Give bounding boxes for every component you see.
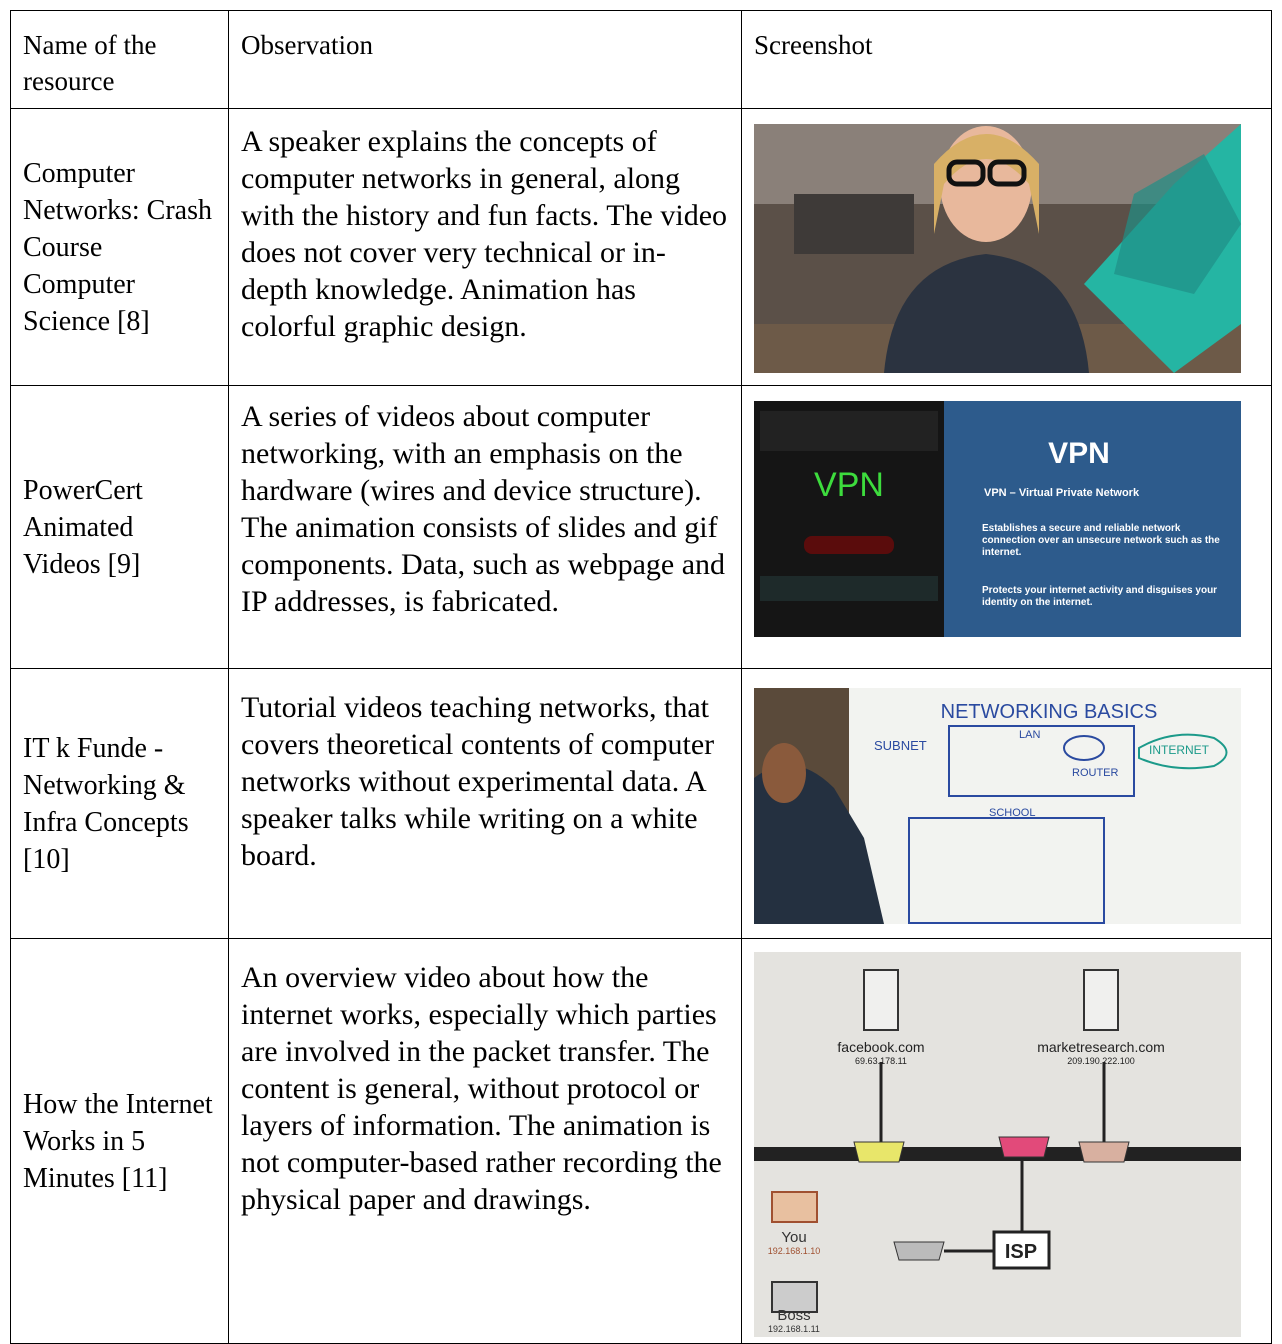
observation: Tutorial videos teaching networks, that … xyxy=(241,691,715,872)
resource-name: How the Internet Works in 5 Minutes [11] xyxy=(23,1088,213,1194)
image-text: INTERNET xyxy=(1149,743,1210,757)
header-text: Name of the resource xyxy=(23,30,157,96)
name-cell: IT k Funde - Networking & Infra Concepts… xyxy=(10,668,229,939)
image-text: SUBNET xyxy=(874,738,927,753)
observation: A series of videos about computer networ… xyxy=(241,400,726,618)
observation: An overview video about how the internet… xyxy=(241,961,722,1216)
image-text: ISP xyxy=(1005,1241,1037,1263)
resource-name: PowerCert Animated Videos [9] xyxy=(23,474,143,580)
image-text: You xyxy=(781,1229,806,1246)
header-cell: Observation xyxy=(228,10,742,109)
header-cell: Screenshot xyxy=(741,10,1272,109)
image-text: facebook.com xyxy=(837,1039,924,1055)
header-cell: Name of the resource xyxy=(10,10,229,109)
observation-cell: A speaker explains the concepts of compu… xyxy=(228,108,742,386)
name-cell: How the Internet Works in 5 Minutes [11] xyxy=(10,938,229,1344)
screenshot-image: NETWORKING BASICS LAN SUBNET INTERNET RO… xyxy=(754,688,1241,924)
image-text: 209.190.222.100 xyxy=(1067,1056,1135,1066)
image-text: 192.168.1.10 xyxy=(768,1246,821,1256)
observation-cell: Tutorial videos teaching networks, that … xyxy=(228,668,742,939)
image-text: 69.63.178.11 xyxy=(855,1056,907,1066)
image-text: NETWORKING BASICS xyxy=(941,701,1158,723)
observation-cell: An overview video about how the internet… xyxy=(228,938,742,1344)
image-text: Protects your internet activity and disg… xyxy=(982,585,1218,608)
screenshot-image: VPN VPN VPN – Virtual Private Network Es… xyxy=(754,401,1241,637)
image-text: 192.168.1.11 xyxy=(768,1324,820,1334)
image-text: VPN xyxy=(814,466,884,504)
image-text: Boss xyxy=(777,1307,810,1324)
screenshot-image xyxy=(754,124,1241,373)
observation-cell: A series of videos about computer networ… xyxy=(228,385,742,669)
header-text: Screenshot xyxy=(754,30,873,60)
image-text: SCHOOL xyxy=(989,807,1035,819)
name-cell: PowerCert Animated Videos [9] xyxy=(10,385,229,669)
resource-name: IT k Funde - Networking & Infra Concepts… xyxy=(23,732,189,875)
name-cell: Computer Networks: Crash Course Computer… xyxy=(10,108,229,386)
resource-name: Computer Networks: Crash Course Computer… xyxy=(23,157,212,337)
screenshot-image: facebook.com 69.63.178.11 marketresearch… xyxy=(754,952,1241,1337)
image-text: Establishes a secure and reliable networ… xyxy=(982,523,1220,558)
observation: A speaker explains the concepts of compu… xyxy=(241,125,728,343)
image-text: LAN xyxy=(1019,729,1040,741)
image-text: VPN – Virtual Private Network xyxy=(984,487,1140,499)
image-text: marketresearch.com xyxy=(1037,1039,1165,1055)
header-text: Observation xyxy=(241,30,373,60)
image-text: ROUTER xyxy=(1072,767,1119,779)
image-text: VPN xyxy=(1048,437,1110,470)
